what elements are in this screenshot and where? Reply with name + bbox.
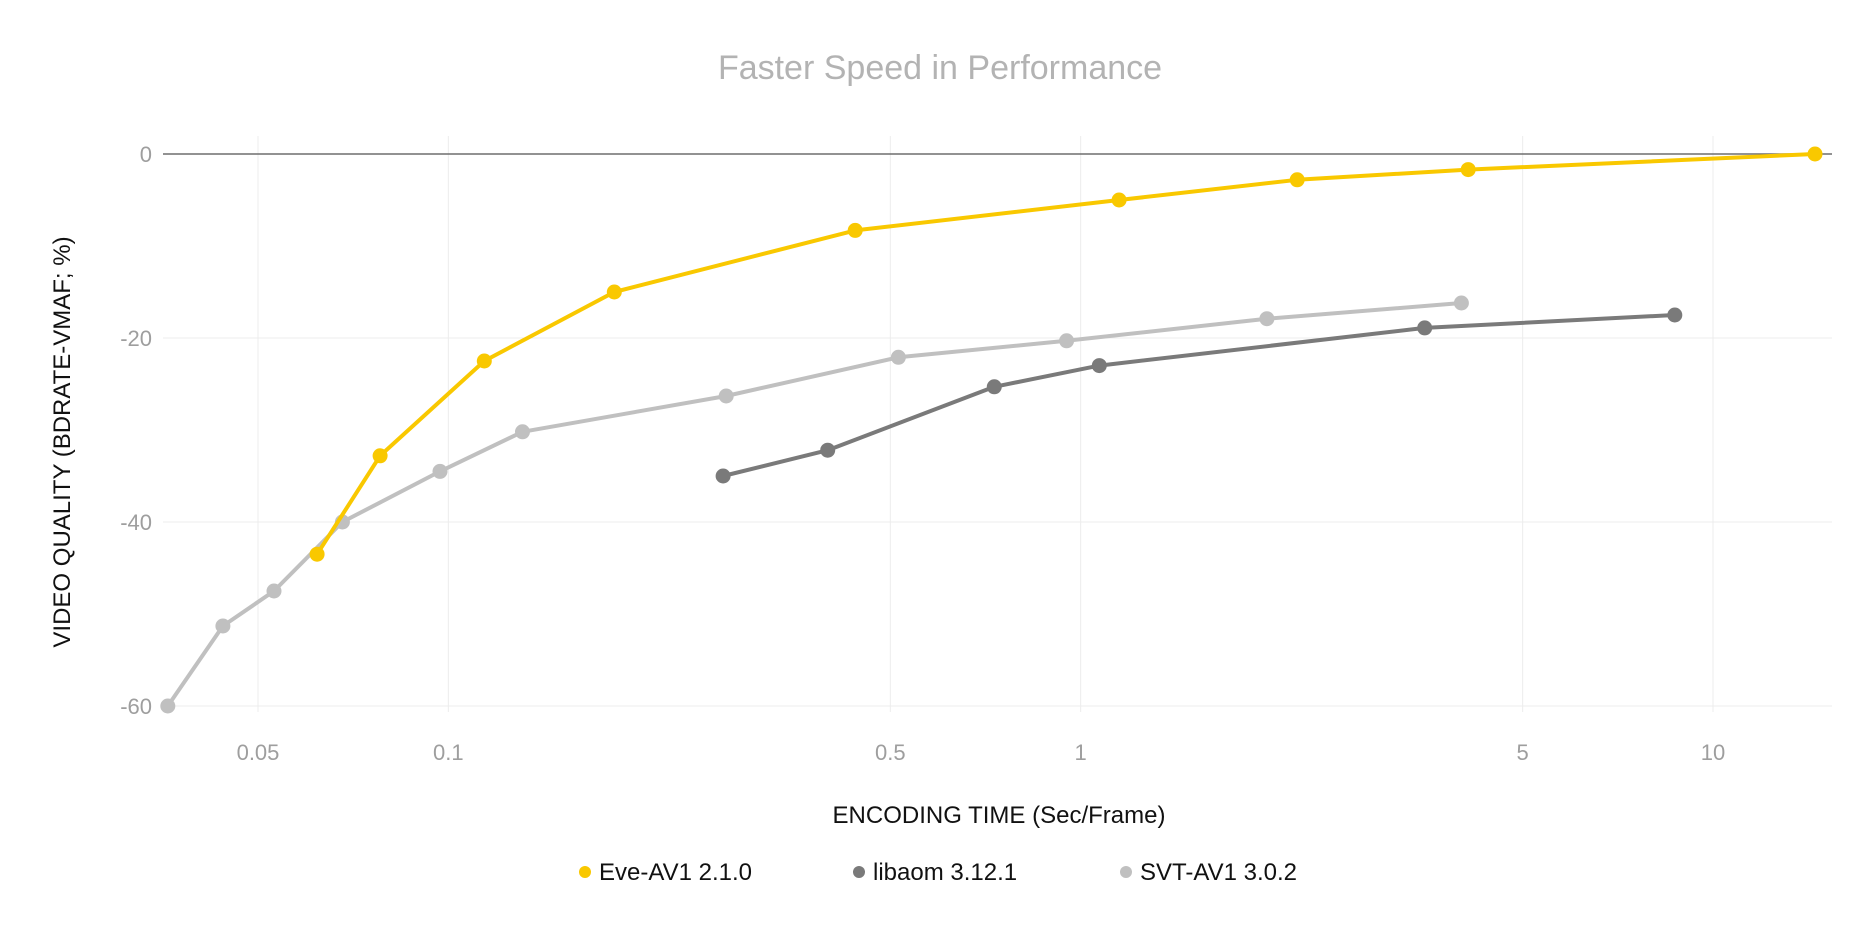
data-point	[476, 353, 492, 369]
data-point	[160, 698, 176, 714]
x-tick-label: 10	[1701, 740, 1725, 765]
data-point	[986, 379, 1002, 395]
y-tick-label: -40	[120, 510, 152, 535]
data-point	[820, 442, 836, 458]
data-point	[1667, 307, 1683, 323]
legend-marker	[853, 866, 865, 878]
series-line	[165, 301, 1464, 708]
y-tick-label: -60	[120, 694, 152, 719]
x-tick-label: 1	[1075, 740, 1087, 765]
legend-label: libaom 3.12.1	[873, 859, 1017, 886]
legend-marker	[1120, 866, 1132, 878]
legend-item: Eve-AV1 2.1.0	[579, 859, 752, 886]
data-point	[606, 284, 622, 300]
x-tick-label: 0.05	[237, 740, 280, 765]
y-tick-label: 0	[140, 142, 152, 167]
series-1	[715, 307, 1683, 484]
data-point	[215, 618, 231, 634]
y-axis-label: VIDEO QUALITY (BDRATE-VMAF; %)	[49, 236, 76, 647]
data-point	[266, 583, 282, 599]
series-2	[160, 295, 1469, 714]
data-point	[890, 349, 906, 365]
data-point	[1059, 333, 1075, 349]
data-point	[1417, 320, 1433, 336]
grid	[163, 136, 1832, 712]
x-axis-label: ENCODING TIME (Sec/Frame)	[833, 802, 1166, 829]
y-tick-label: -20	[120, 326, 152, 351]
series-line	[721, 313, 1677, 478]
data-point	[309, 546, 325, 562]
data-point	[1091, 358, 1107, 374]
legend-item: libaom 3.12.1	[853, 859, 1017, 886]
data-point	[718, 388, 734, 404]
data-point	[515, 424, 530, 440]
legend-item: SVT-AV1 3.0.2	[1120, 859, 1297, 886]
data-point	[715, 468, 731, 484]
data-point	[432, 463, 448, 479]
data-point	[847, 222, 863, 238]
data-point	[372, 448, 388, 464]
data-point	[1453, 295, 1469, 311]
legend-label: SVT-AV1 3.0.2	[1140, 859, 1297, 886]
legend: Eve-AV1 2.1.0 libaom 3.12.1 SVT-AV1 3.0.2	[579, 859, 1297, 886]
data-point	[1460, 162, 1476, 178]
data-point	[1259, 311, 1275, 327]
chart-title: Faster Speed in Performance	[718, 49, 1162, 87]
axis-ticks: 0.05 0.1 0.5 1 5 10 0 -20 -40 -60	[120, 142, 1725, 765]
legend-label: Eve-AV1 2.1.0	[599, 859, 752, 886]
data-point	[1111, 192, 1127, 208]
legend-marker	[579, 866, 591, 878]
x-tick-label: 0.5	[875, 740, 906, 765]
x-tick-label: 5	[1517, 740, 1529, 765]
x-tick-label: 0.1	[433, 740, 464, 765]
series-line	[315, 152, 1817, 557]
plot-area	[160, 146, 1823, 714]
data-point	[1289, 172, 1305, 188]
data-point	[1807, 146, 1823, 162]
series-0	[309, 146, 1823, 562]
